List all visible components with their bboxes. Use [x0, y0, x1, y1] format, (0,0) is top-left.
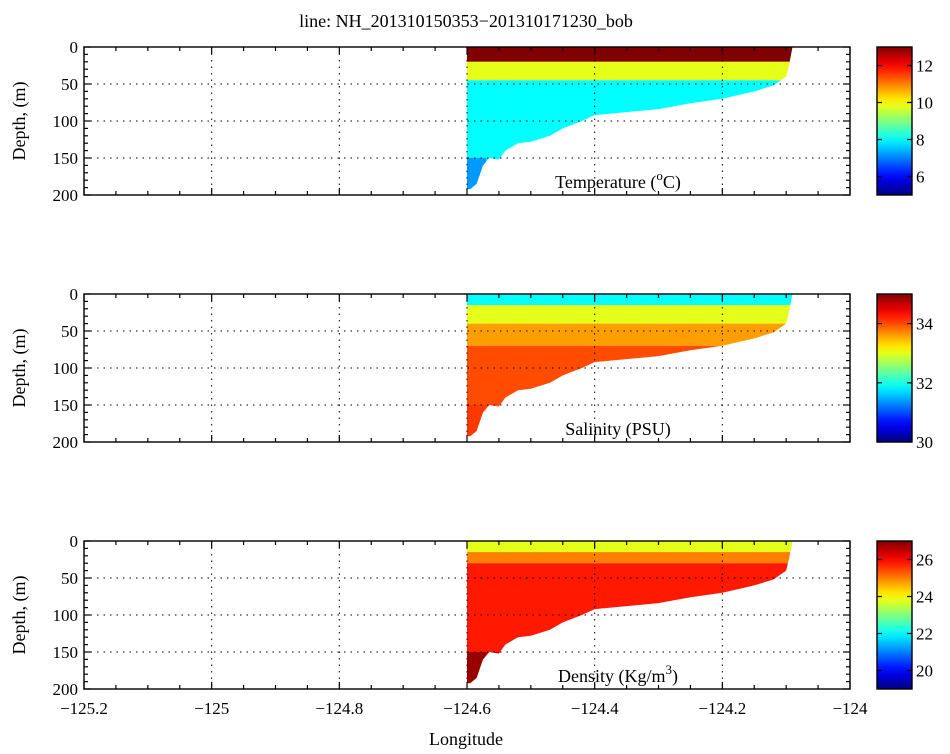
- annotation-base: Density (Kg/m: [558, 666, 666, 687]
- annotation-base: Salinity (PSU): [565, 419, 671, 440]
- section-layer: [467, 294, 793, 306]
- y-tick-label: 100: [53, 112, 79, 131]
- colorbar-tick-label: 34: [916, 315, 934, 334]
- colorbar-tick-label: 30: [916, 433, 933, 452]
- annotation-base: Temperature (: [555, 172, 656, 193]
- x-axis-label: Longitude: [429, 729, 503, 749]
- y-tick-label: 200: [53, 186, 79, 205]
- x-tick-label: −124.2: [698, 699, 746, 718]
- y-tick-label: 150: [53, 396, 79, 415]
- annotation-tail: C): [663, 172, 681, 193]
- panel-annotation: Temperature (oC): [555, 168, 681, 193]
- y-tick-label: 100: [53, 359, 79, 378]
- section-layer: [467, 323, 793, 346]
- y-tick-label: 150: [53, 149, 79, 168]
- panel-annotation: Density (Kg/m3): [558, 662, 678, 687]
- colorbar-tick-label: 20: [916, 662, 933, 681]
- y-tick-label: 200: [53, 680, 79, 699]
- x-tick-label: −125.2: [60, 699, 108, 718]
- colorbar-tick-label: 10: [916, 94, 933, 113]
- y-tick-label: 50: [61, 75, 78, 94]
- y-tick-label: 200: [53, 433, 79, 452]
- annotation-superscript: 3: [666, 662, 673, 677]
- colorbar-tick-label: 22: [916, 625, 933, 644]
- annotation-tail: ): [672, 666, 678, 687]
- y-tick-label: 50: [61, 569, 78, 588]
- y-axis-label: Depth, (m): [9, 82, 30, 161]
- y-tick-label: 50: [61, 322, 78, 341]
- panel-density: 0 50 100 150 200 Depth, (m) Density (Kg/m3) 20 2…: [9, 532, 934, 699]
- section-layer: [467, 563, 793, 652]
- section-deep-tip: [467, 405, 487, 437]
- colorbar-tick-label: 8: [916, 131, 925, 150]
- section-layer: [467, 541, 793, 553]
- colorbar-tick-label: 32: [916, 374, 933, 393]
- colorbar-tick-label: 12: [916, 57, 933, 76]
- x-tick-label: −125: [194, 699, 229, 718]
- y-axis-label: Depth, (m): [9, 576, 30, 655]
- colorbar-density: [876, 540, 913, 690]
- y-axis-label: Depth, (m): [9, 329, 30, 408]
- colorbar-tick-label: 24: [916, 588, 934, 607]
- colorbar-tick-label: 6: [916, 168, 925, 187]
- y-tick-label: 100: [53, 606, 79, 625]
- section-layer: [467, 47, 793, 62]
- chart-title: line: NH_201310150353−201310171230_bob: [299, 11, 633, 31]
- panel-temperature: 0 50 100 150 200 Depth, (m) Temperature (oC) 6 8…: [9, 38, 933, 205]
- x-tick-label: −124.6: [443, 699, 491, 718]
- y-tick-label: 0: [70, 285, 79, 304]
- y-tick-label: 0: [70, 532, 79, 551]
- section-deep-tip: [467, 652, 487, 684]
- panel-annotation: Salinity (PSU): [565, 419, 671, 440]
- x-tick-label: −124.8: [315, 699, 363, 718]
- colorbar-temperature: [876, 46, 913, 196]
- section-layer: [467, 552, 793, 564]
- section-layer: [467, 305, 793, 324]
- panel-salinity: 0 50 100 150 200 Depth, (m) Salinity (PSU) 30 32…: [9, 285, 934, 452]
- colorbar-tick-label: 26: [916, 551, 933, 570]
- section-layer: [467, 61, 793, 81]
- annotation-superscript: o: [656, 168, 663, 183]
- y-tick-label: 0: [70, 38, 79, 57]
- colorbar-salinity: [876, 293, 913, 443]
- section-deep-tip: [467, 158, 487, 190]
- x-tick-label: −124: [832, 699, 868, 718]
- x-tick-label: −124.4: [571, 699, 619, 718]
- y-tick-label: 150: [53, 643, 79, 662]
